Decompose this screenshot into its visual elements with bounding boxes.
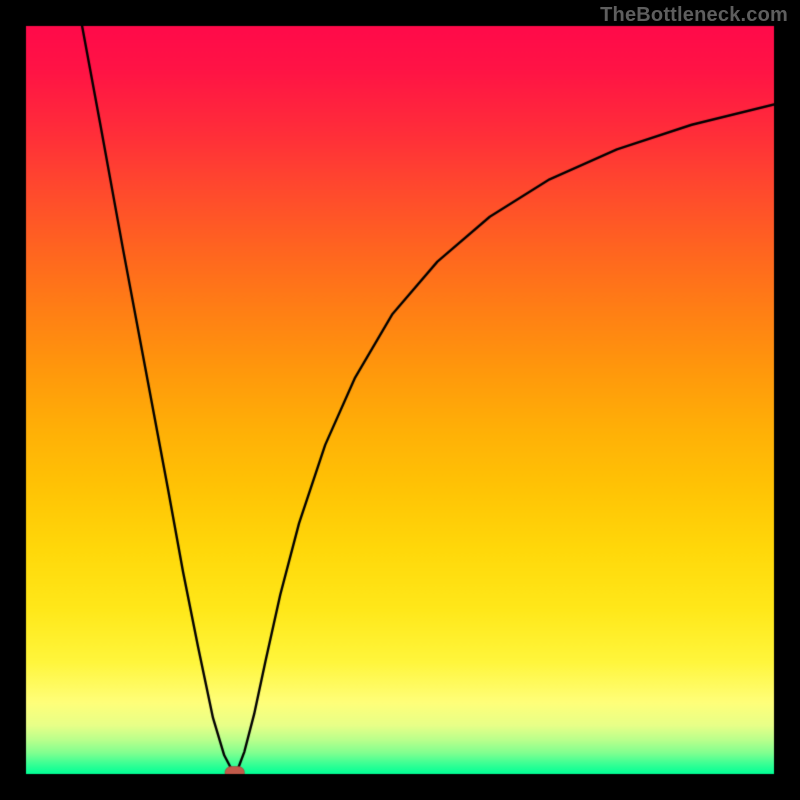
bottleneck-chart-canvas — [0, 0, 800, 800]
watermark-label: TheBottleneck.com — [600, 4, 788, 27]
chart-container: TheBottleneck.com — [0, 0, 800, 800]
